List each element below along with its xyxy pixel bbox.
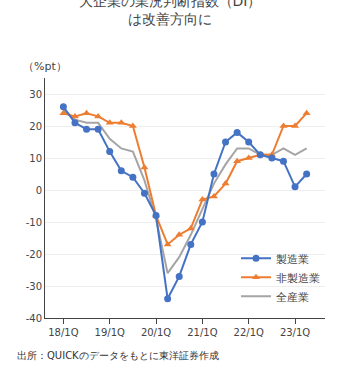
svg-text:22/1Q: 22/1Q (234, 327, 264, 338)
svg-text:18/1Q: 18/1Q (48, 327, 78, 338)
svg-text:10: 10 (29, 153, 42, 164)
svg-text:出所：QUICKのデータをもとに東洋証券作成: 出所：QUICKのデータをもとに東洋証券作成 (17, 350, 219, 361)
svg-text:-30: -30 (26, 281, 42, 292)
svg-text:30: 30 (29, 89, 42, 100)
svg-text:19/1Q: 19/1Q (95, 327, 125, 338)
svg-text:21/1Q: 21/1Q (187, 327, 217, 338)
svg-text:-10: -10 (26, 217, 42, 228)
svg-text:（%pt）: （%pt） (23, 60, 67, 73)
svg-text:23/1Q: 23/1Q (280, 327, 310, 338)
svg-text:20: 20 (29, 121, 42, 132)
svg-text:-20: -20 (26, 249, 42, 260)
svg-text:製造業: 製造業 (276, 253, 309, 266)
svg-text:-40: -40 (26, 313, 42, 324)
svg-text:20/1Q: 20/1Q (141, 327, 171, 338)
svg-text:全産業: 全産業 (276, 291, 309, 304)
svg-text:0: 0 (36, 185, 42, 196)
svg-text:大企業の業況判断指数（DI）は改善方向に: 大企業の業況判断指数（DI）は改善方向に (79, 0, 262, 27)
svg-text:非製造業: 非製造業 (276, 272, 320, 285)
